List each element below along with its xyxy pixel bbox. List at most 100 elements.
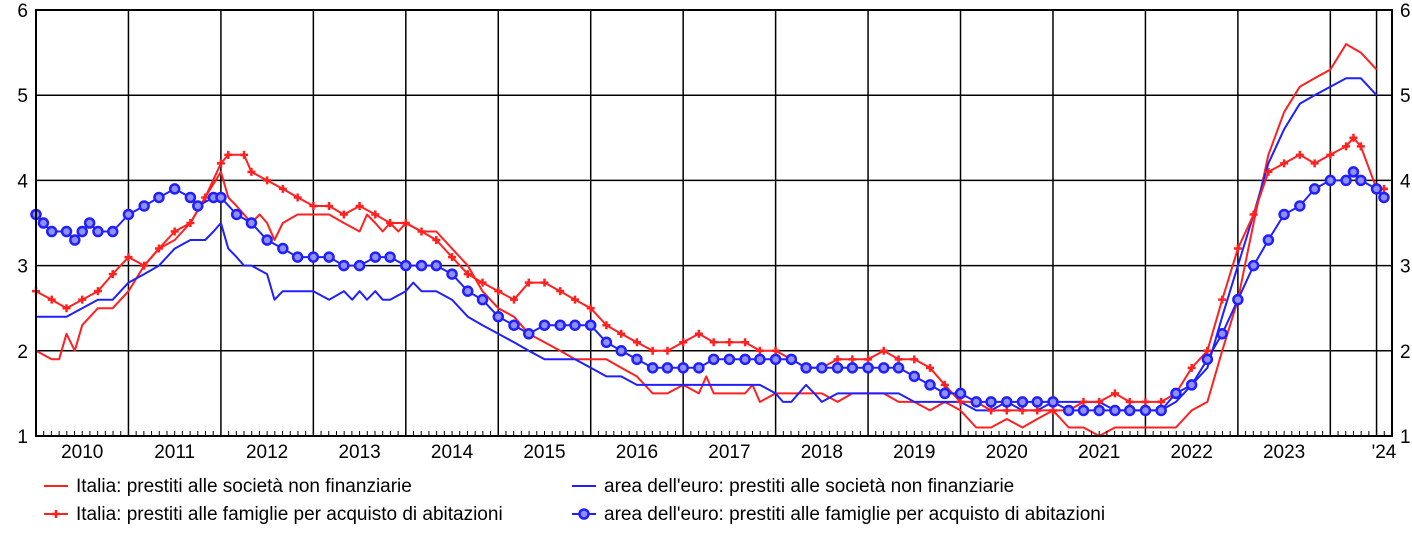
data-point bbox=[1370, 183, 1383, 195]
legend-label: Italia: prestiti alle società non finanz… bbox=[76, 476, 412, 497]
data-point bbox=[278, 184, 287, 193]
data-point bbox=[93, 287, 102, 296]
data-point bbox=[1310, 159, 1319, 168]
x-tick-label: 2017 bbox=[708, 442, 750, 463]
data-point bbox=[245, 217, 258, 229]
data-point bbox=[76, 225, 88, 238]
data-point bbox=[648, 346, 657, 355]
legend-item: area dell'euro: prestiti alle famiglie p… bbox=[572, 504, 1105, 525]
data-point bbox=[494, 287, 503, 296]
data-point bbox=[325, 201, 334, 210]
data-point bbox=[307, 251, 320, 263]
y-tick-label-right: 5 bbox=[1400, 86, 1411, 107]
data-point bbox=[1016, 396, 1029, 408]
data-point bbox=[1109, 404, 1121, 417]
data-point bbox=[754, 353, 766, 366]
data-point bbox=[910, 355, 919, 364]
data-point bbox=[723, 353, 736, 366]
data-point bbox=[926, 363, 935, 372]
data-point bbox=[956, 397, 965, 406]
x-tick-label: 2010 bbox=[61, 442, 103, 463]
data-point bbox=[725, 338, 734, 347]
data-point bbox=[1125, 397, 1134, 406]
data-point bbox=[1262, 234, 1275, 246]
data-point bbox=[170, 227, 179, 236]
data-point bbox=[1326, 150, 1335, 159]
data-point bbox=[323, 251, 335, 263]
data-point bbox=[538, 319, 551, 331]
data-point bbox=[247, 167, 256, 176]
legend-item: Italia: prestiti alle società non finanz… bbox=[44, 476, 412, 497]
data-point bbox=[1218, 295, 1227, 304]
data-point bbox=[371, 210, 380, 219]
data-point bbox=[1187, 363, 1196, 372]
data-point bbox=[1216, 328, 1228, 340]
data-point bbox=[1170, 387, 1182, 400]
data-point bbox=[833, 355, 842, 364]
data-point bbox=[632, 338, 641, 347]
data-point bbox=[554, 319, 566, 331]
data-point bbox=[1324, 174, 1337, 187]
data-point bbox=[741, 338, 750, 347]
y-tick-label-left: 5 bbox=[17, 86, 28, 107]
data-point bbox=[617, 329, 626, 338]
data-point bbox=[864, 355, 873, 364]
data-point bbox=[970, 396, 982, 408]
data-point bbox=[186, 219, 195, 227]
data-point bbox=[400, 259, 412, 272]
data-point bbox=[1079, 397, 1088, 406]
data-point bbox=[240, 150, 249, 159]
data-point bbox=[430, 259, 443, 272]
data-point bbox=[569, 319, 581, 331]
data-point bbox=[47, 295, 56, 304]
data-point bbox=[663, 346, 672, 355]
data-point bbox=[369, 251, 382, 263]
data-point bbox=[831, 362, 844, 374]
data-point bbox=[1155, 404, 1167, 417]
data-point bbox=[108, 270, 117, 279]
data-point bbox=[679, 338, 688, 347]
y-tick-label-right: 2 bbox=[1400, 342, 1411, 363]
data-point bbox=[1048, 406, 1057, 415]
data-point bbox=[661, 362, 674, 374]
data-point bbox=[1110, 389, 1119, 398]
data-point bbox=[448, 253, 457, 262]
y-tick-label-left: 2 bbox=[17, 342, 28, 363]
data-point bbox=[277, 242, 289, 255]
data-point bbox=[92, 225, 104, 238]
data-point bbox=[478, 278, 487, 287]
y-tick-label-left: 4 bbox=[17, 171, 28, 192]
data-point bbox=[1247, 259, 1260, 272]
data-point bbox=[771, 346, 780, 355]
data-point bbox=[631, 353, 643, 366]
y-tick-label-right: 4 bbox=[1400, 171, 1411, 192]
data-point bbox=[140, 261, 149, 270]
data-point bbox=[894, 355, 903, 364]
data-point bbox=[908, 370, 921, 383]
data-point bbox=[45, 225, 58, 238]
data-point bbox=[892, 362, 905, 374]
x-tick-label: 2019 bbox=[893, 442, 935, 463]
series-line bbox=[36, 77, 1378, 412]
data-point bbox=[476, 293, 489, 306]
data-point bbox=[432, 236, 441, 245]
data-point bbox=[463, 270, 472, 279]
data-point bbox=[878, 362, 890, 374]
data-point bbox=[1139, 404, 1152, 417]
data-point bbox=[707, 353, 720, 366]
data-point bbox=[78, 295, 87, 304]
x-tick-label: 2016 bbox=[616, 442, 658, 463]
data-point bbox=[192, 200, 204, 212]
data-point bbox=[1340, 174, 1352, 187]
data-point bbox=[1356, 142, 1365, 151]
data-point bbox=[846, 362, 859, 374]
data-point bbox=[153, 191, 165, 204]
data-point bbox=[602, 321, 611, 330]
data-point bbox=[1233, 244, 1242, 253]
data-point bbox=[524, 278, 533, 287]
data-point bbox=[523, 328, 535, 340]
data-point bbox=[862, 362, 874, 374]
data-point bbox=[1264, 167, 1273, 176]
data-point bbox=[1141, 397, 1150, 406]
legend-marker bbox=[578, 508, 590, 520]
